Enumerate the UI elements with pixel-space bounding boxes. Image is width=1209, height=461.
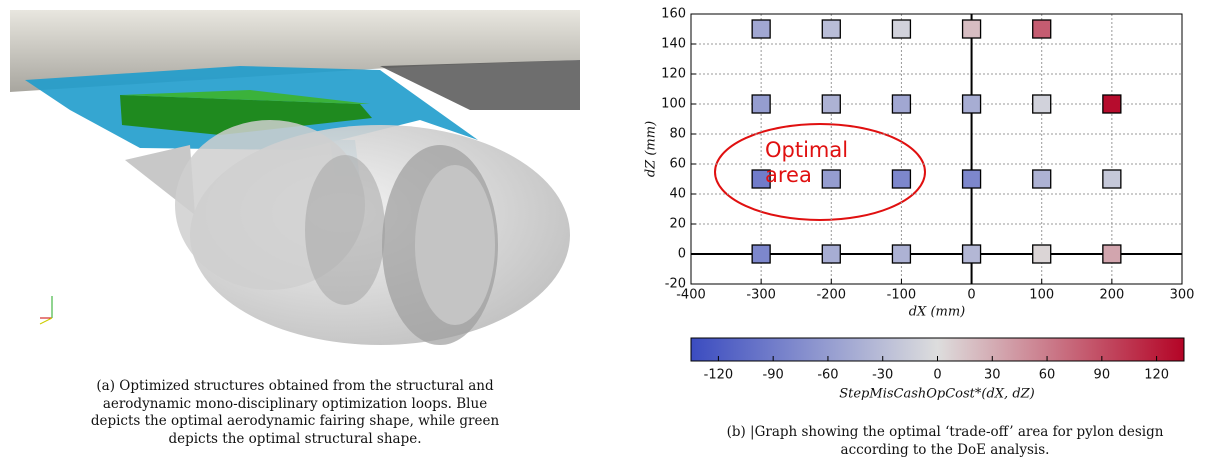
point xyxy=(822,95,840,113)
colorbar-tick-label: 120 xyxy=(1144,368,1169,383)
point xyxy=(963,245,981,263)
colorbar-tick-label: 90 xyxy=(1094,368,1111,383)
point xyxy=(752,245,770,263)
x-axis-label: dX (mm) xyxy=(909,305,966,320)
colorbar-tick-label: -90 xyxy=(763,368,784,383)
point xyxy=(892,20,910,38)
point xyxy=(1103,95,1121,113)
point xyxy=(963,170,981,188)
point xyxy=(1103,245,1121,263)
x-tick-label: 0 xyxy=(967,288,975,303)
point xyxy=(892,170,910,188)
y-tick-label: 40 xyxy=(669,187,686,202)
y-tick-label: 160 xyxy=(661,7,686,22)
y-axis-label: dZ (mm) xyxy=(644,121,659,177)
figure: (a) Optimized structures obtained from t… xyxy=(0,0,1209,461)
x-tick-label: -100 xyxy=(887,288,917,303)
y-tick-label: 0 xyxy=(678,247,686,262)
y-tick-label: -20 xyxy=(665,277,686,292)
point xyxy=(892,245,910,263)
colorbar-tick-label: 60 xyxy=(1039,368,1056,383)
point xyxy=(822,245,840,263)
colorbar xyxy=(691,338,1184,361)
x-tick-label: 200 xyxy=(1099,288,1124,303)
point xyxy=(1033,170,1051,188)
y-tick-label: 140 xyxy=(661,37,686,52)
colorbar-tick-label: 30 xyxy=(984,368,1001,383)
point xyxy=(892,95,910,113)
x-tick-label: -400 xyxy=(676,288,706,303)
point xyxy=(1103,170,1121,188)
y-tick-label: 100 xyxy=(661,97,686,112)
x-tick-label: 100 xyxy=(1029,288,1054,303)
x-tick-label: 300 xyxy=(1170,288,1195,303)
colorbar-label: StepMisCashOpCost*(dX, dZ) xyxy=(839,387,1035,402)
annotation: Optimal area xyxy=(765,138,855,188)
colorbar-tick-label: -60 xyxy=(817,368,838,383)
y-tick-label: 20 xyxy=(669,217,686,232)
point xyxy=(752,95,770,113)
y-tick-label: 60 xyxy=(669,157,686,172)
colorbar-tick-label: -30 xyxy=(872,368,893,383)
point xyxy=(1033,245,1051,263)
point xyxy=(1033,95,1051,113)
colorbar-tick-label: -120 xyxy=(704,368,734,383)
point xyxy=(963,95,981,113)
x-tick-label: -200 xyxy=(817,288,847,303)
x-tick-label: -300 xyxy=(746,288,776,303)
point xyxy=(822,20,840,38)
render-image xyxy=(0,0,580,370)
point xyxy=(752,20,770,38)
caption: (b) |Graph showing the optimal ‘trade-of… xyxy=(705,424,1185,459)
point xyxy=(963,20,981,38)
y-tick-label: 120 xyxy=(661,67,686,82)
colorbar-tick-label: 0 xyxy=(933,368,941,383)
y-tick-label: 80 xyxy=(669,127,686,142)
caption: (a) Optimized structures obtained from t… xyxy=(80,378,510,448)
point xyxy=(1033,20,1051,38)
